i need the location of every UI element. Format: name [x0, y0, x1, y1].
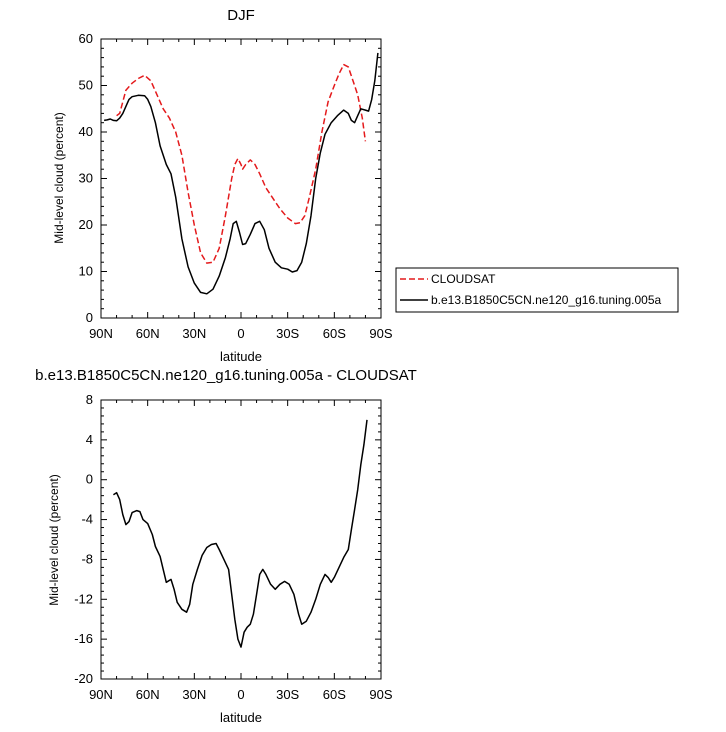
- top-series-line-0: [116, 63, 367, 264]
- bottom-x-tick-label: 60S: [323, 687, 346, 702]
- bottom-series-group: [113, 419, 368, 648]
- top-y-axis-label: Mid-level cloud (percent): [52, 112, 66, 243]
- legend-label-cloudsat: CLOUDSAT: [431, 272, 496, 286]
- bottom-y-axis-label: Mid-level cloud (percent): [47, 474, 61, 605]
- bottom-x-tick-label: 90N: [89, 687, 113, 702]
- top-x-axis-label: latitude: [220, 349, 262, 364]
- bottom-y-tick-label: 0: [86, 472, 93, 487]
- top-x-tick-label: 30S: [276, 326, 299, 341]
- top-x-tick-label: 60S: [323, 326, 346, 341]
- bottom-y-tick-label: 4: [86, 432, 93, 447]
- top-y-tick-label: 30: [79, 171, 93, 186]
- top-y-tick-label: 20: [79, 217, 93, 232]
- bottom-y-tick-label: -20: [74, 671, 93, 686]
- top-x-tick-label: 0: [237, 326, 244, 341]
- top-chart-panel: DJF 90N 60N 30N 0 30S 60S 90S 0 10 20 30 40 50 60 la…: [52, 7, 679, 364]
- top-series-group: [103, 52, 379, 295]
- legend-label-model: b.e13.B1850C5CN.ne120_g16.tuning.005a: [431, 293, 662, 307]
- bottom-chart-panel: b.e13.B1850C5CN.ne120_g16.tuning.005a - …: [35, 367, 417, 725]
- top-y-tick-label: 60: [79, 31, 93, 46]
- top-series-line-1: [103, 52, 379, 295]
- bottom-x-axis: 90N 60N 30N 0 30S 60S 90S: [89, 400, 393, 702]
- bottom-x-tick-label: 90S: [369, 687, 392, 702]
- bottom-x-tick-label: 30N: [182, 687, 206, 702]
- top-y-tick-label: 40: [79, 124, 93, 139]
- top-y-tick-label: 0: [86, 310, 93, 325]
- bottom-y-tick-label: 8: [86, 392, 93, 407]
- top-y-tick-label: 50: [79, 78, 93, 93]
- legend: CLOUDSAT b.e13.B1850C5CN.ne120_g16.tunin…: [395, 267, 679, 313]
- bottom-series-line-0: [113, 419, 368, 648]
- top-x-tick-label: 30N: [182, 326, 206, 341]
- top-x-tick-label: 60N: [136, 326, 160, 341]
- bottom-y-tick-label: -4: [81, 512, 93, 527]
- bottom-y-tick-label: -16: [74, 631, 93, 646]
- top-plot-frame: [100, 38, 382, 319]
- bottom-y-tick-label: -8: [81, 551, 93, 566]
- bottom-x-tick-label: 60N: [136, 687, 160, 702]
- top-x-axis: 90N 60N 30N 0 30S 60S 90S: [89, 39, 393, 341]
- bottom-x-tick-label: 30S: [276, 687, 299, 702]
- top-y-tick-label: 10: [79, 264, 93, 279]
- top-y-axis: 0 10 20 30 40 50 60: [79, 31, 381, 325]
- top-x-tick-label: 90S: [369, 326, 392, 341]
- bottom-chart-title: b.e13.B1850C5CN.ne120_g16.tuning.005a - …: [35, 367, 417, 384]
- bottom-x-axis-label: latitude: [220, 710, 262, 725]
- top-x-tick-label: 90N: [89, 326, 113, 341]
- bottom-plot-frame: [100, 399, 382, 680]
- legend-box: [395, 267, 679, 313]
- top-chart-title: DJF: [227, 7, 255, 24]
- bottom-y-axis: -20 -16 -12 -8 -4 0 4 8: [74, 392, 381, 686]
- bottom-x-tick-label: 0: [237, 687, 244, 702]
- bottom-y-tick-label: -12: [74, 591, 93, 606]
